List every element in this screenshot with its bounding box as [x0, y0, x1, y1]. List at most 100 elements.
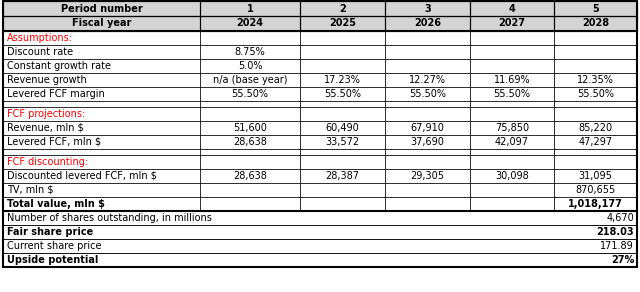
Bar [385, 87, 470, 101]
Bar [3, 135, 200, 149]
Bar [300, 107, 385, 121]
Bar [300, 135, 385, 149]
Bar [554, 45, 637, 59]
Bar [385, 155, 470, 169]
Text: 4,670: 4,670 [606, 213, 634, 223]
Bar [385, 183, 470, 197]
Bar [385, 169, 470, 183]
Bar [300, 183, 385, 197]
Bar [3, 155, 200, 169]
Bar [385, 16, 470, 31]
Bar [385, 107, 470, 121]
Bar [554, 101, 637, 107]
Text: 55.50%: 55.50% [409, 89, 446, 99]
Bar [554, 149, 637, 155]
Bar [385, 59, 470, 73]
Bar [200, 31, 300, 45]
Bar [470, 1, 554, 16]
Text: 33,572: 33,572 [325, 137, 360, 147]
Bar [3, 239, 637, 253]
Bar [554, 73, 637, 87]
Bar [385, 31, 470, 45]
Text: 55.50%: 55.50% [577, 89, 614, 99]
Bar [554, 121, 637, 135]
Bar [300, 59, 385, 73]
Text: 28,638: 28,638 [233, 171, 267, 181]
Bar [470, 87, 554, 101]
Bar [200, 16, 300, 31]
Bar [470, 31, 554, 45]
Bar [385, 73, 470, 87]
Bar [300, 31, 385, 45]
Bar [200, 31, 300, 45]
Text: Fiscal year: Fiscal year [72, 18, 131, 29]
Bar [554, 155, 637, 169]
Bar [470, 16, 554, 31]
Text: 2025: 2025 [329, 18, 356, 29]
Bar [470, 135, 554, 149]
Bar [554, 107, 637, 121]
Bar [385, 16, 470, 31]
Text: Assumptions:: Assumptions: [7, 33, 73, 43]
Bar [3, 197, 200, 211]
Text: 47,297: 47,297 [579, 137, 612, 147]
Text: Upside potential: Upside potential [7, 255, 99, 265]
Bar [554, 45, 637, 59]
Bar [554, 31, 637, 45]
Bar [3, 73, 200, 87]
Text: Period number: Period number [61, 4, 142, 13]
Bar [200, 135, 300, 149]
Bar [385, 149, 470, 155]
Bar [385, 197, 470, 211]
Bar [554, 183, 637, 197]
Bar [300, 16, 385, 31]
Text: Fair share price: Fair share price [7, 227, 93, 237]
Text: 55.50%: 55.50% [493, 89, 531, 99]
Text: Revenue growth: Revenue growth [7, 75, 87, 85]
Text: 31,095: 31,095 [579, 171, 612, 181]
Bar [385, 135, 470, 149]
Bar [3, 197, 200, 211]
Bar [200, 169, 300, 183]
Bar [3, 1, 200, 16]
Bar [300, 121, 385, 135]
Bar [300, 87, 385, 101]
Bar [470, 169, 554, 183]
Bar [470, 149, 554, 155]
Bar [3, 183, 200, 197]
Bar [200, 155, 300, 169]
Text: 2028: 2028 [582, 18, 609, 29]
Bar [200, 1, 300, 16]
Text: Constant growth rate: Constant growth rate [7, 61, 111, 71]
Bar [200, 45, 300, 59]
Bar [200, 183, 300, 197]
Bar [385, 155, 470, 169]
Bar [200, 121, 300, 135]
Text: 51,600: 51,600 [233, 123, 267, 133]
Bar [3, 211, 637, 225]
Bar [470, 169, 554, 183]
Bar [554, 101, 637, 107]
Bar [385, 183, 470, 197]
Bar [200, 135, 300, 149]
Bar [300, 1, 385, 16]
Bar [554, 31, 637, 45]
Bar [300, 107, 385, 121]
Text: Discounted levered FCF, mln $: Discounted levered FCF, mln $ [7, 171, 157, 181]
Text: Levered FCF, mln $: Levered FCF, mln $ [7, 137, 101, 147]
Bar [554, 16, 637, 31]
Bar [385, 45, 470, 59]
Bar [300, 101, 385, 107]
Bar [200, 101, 300, 107]
Bar [300, 149, 385, 155]
Bar [470, 121, 554, 135]
Bar [385, 197, 470, 211]
Text: Levered FCF margin: Levered FCF margin [7, 89, 105, 99]
Bar [3, 59, 200, 73]
Bar [554, 135, 637, 149]
Bar [470, 45, 554, 59]
Text: 37,690: 37,690 [411, 137, 444, 147]
Bar [385, 121, 470, 135]
Bar [470, 155, 554, 169]
Bar [385, 101, 470, 107]
